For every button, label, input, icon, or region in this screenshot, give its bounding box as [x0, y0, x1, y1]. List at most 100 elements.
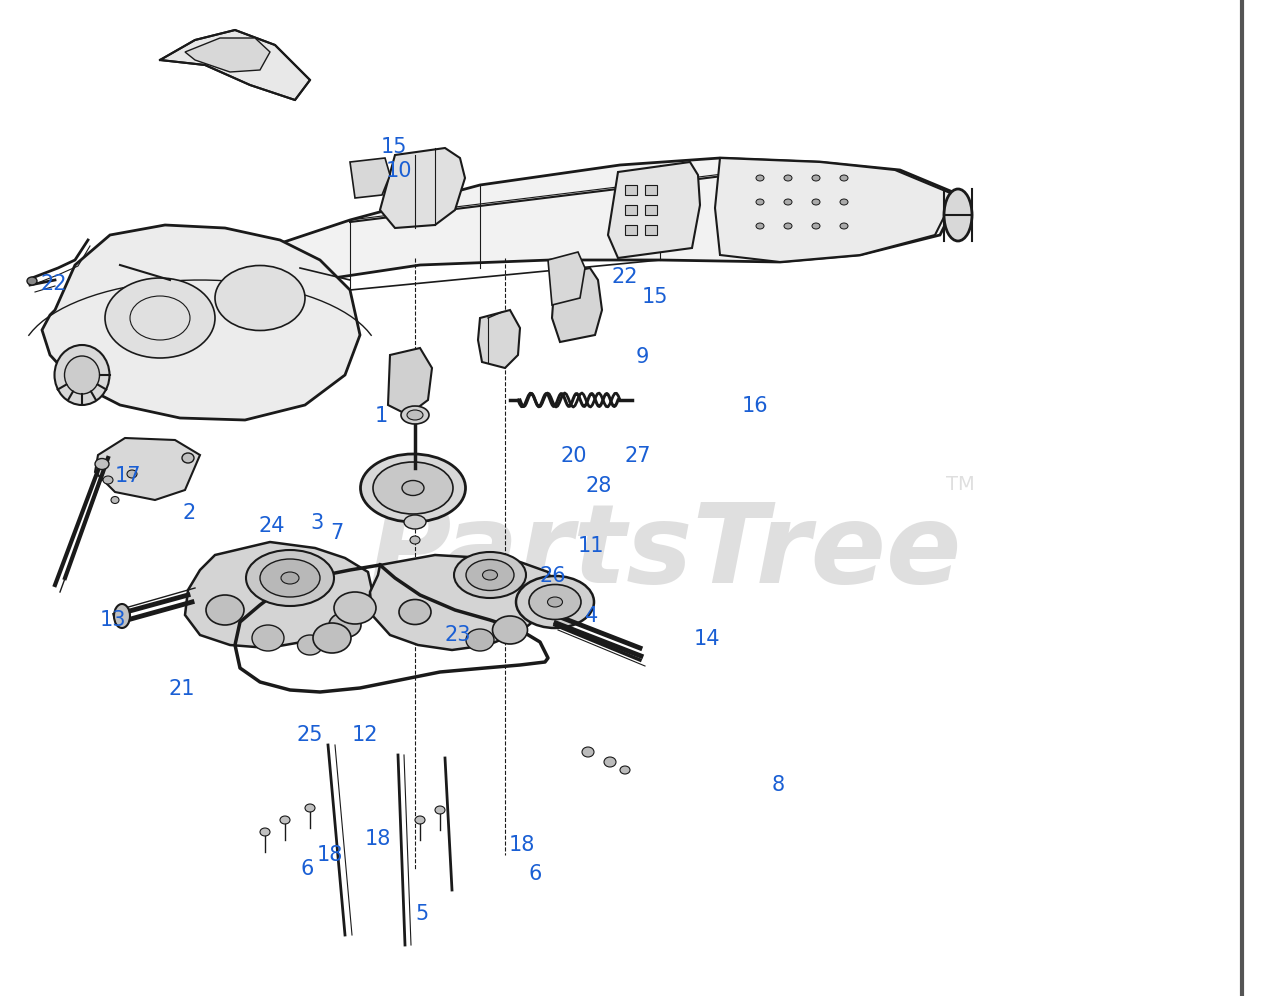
Bar: [625, 225, 637, 235]
Bar: [645, 185, 657, 195]
Ellipse shape: [206, 595, 244, 625]
Text: 20: 20: [561, 446, 586, 466]
Polygon shape: [95, 438, 200, 500]
Ellipse shape: [111, 496, 119, 504]
Ellipse shape: [410, 536, 420, 544]
Text: 5: 5: [416, 904, 429, 924]
Text: 8: 8: [772, 775, 785, 795]
Text: 15: 15: [643, 287, 668, 307]
Text: 18: 18: [509, 835, 535, 855]
Ellipse shape: [246, 550, 334, 606]
Ellipse shape: [493, 616, 527, 644]
Text: 22: 22: [612, 267, 637, 287]
Ellipse shape: [215, 266, 305, 331]
Ellipse shape: [260, 828, 270, 836]
Text: 14: 14: [694, 629, 719, 649]
Ellipse shape: [404, 515, 426, 529]
Ellipse shape: [812, 223, 820, 229]
Text: 4: 4: [585, 606, 598, 625]
Bar: [625, 205, 637, 215]
Ellipse shape: [415, 816, 425, 824]
Text: 28: 28: [586, 476, 612, 496]
Text: 21: 21: [169, 679, 195, 699]
Polygon shape: [552, 268, 602, 342]
Text: 1: 1: [375, 406, 388, 426]
Ellipse shape: [582, 747, 594, 757]
Text: 10: 10: [387, 161, 412, 181]
Ellipse shape: [334, 592, 376, 624]
Polygon shape: [186, 38, 270, 72]
Polygon shape: [42, 225, 360, 420]
Text: PartsTree: PartsTree: [370, 499, 961, 607]
Text: 23: 23: [445, 625, 471, 645]
Ellipse shape: [483, 570, 498, 580]
Ellipse shape: [260, 559, 320, 597]
Ellipse shape: [840, 175, 849, 181]
Ellipse shape: [529, 585, 581, 620]
Ellipse shape: [64, 356, 100, 394]
Bar: [625, 185, 637, 195]
Polygon shape: [548, 252, 585, 305]
Text: 13: 13: [100, 610, 125, 629]
Polygon shape: [477, 310, 520, 368]
Ellipse shape: [756, 199, 764, 205]
Ellipse shape: [329, 613, 361, 637]
Ellipse shape: [466, 629, 494, 651]
Ellipse shape: [280, 816, 291, 824]
Polygon shape: [186, 542, 372, 648]
Ellipse shape: [812, 199, 820, 205]
Ellipse shape: [399, 600, 431, 624]
Ellipse shape: [783, 175, 792, 181]
Text: 11: 11: [579, 536, 604, 556]
Ellipse shape: [548, 597, 562, 607]
Polygon shape: [370, 555, 556, 650]
Ellipse shape: [127, 470, 137, 478]
Ellipse shape: [604, 757, 616, 767]
Ellipse shape: [402, 480, 424, 495]
Ellipse shape: [297, 635, 323, 655]
Polygon shape: [349, 158, 390, 198]
Text: 3: 3: [311, 513, 324, 533]
Text: 18: 18: [365, 829, 390, 849]
Ellipse shape: [102, 476, 113, 484]
Text: 16: 16: [742, 396, 768, 416]
Text: 25: 25: [297, 725, 323, 745]
Text: 27: 27: [625, 446, 650, 466]
Polygon shape: [380, 148, 465, 228]
Ellipse shape: [282, 572, 300, 584]
Ellipse shape: [361, 454, 466, 522]
Ellipse shape: [783, 199, 792, 205]
Ellipse shape: [95, 458, 109, 469]
Ellipse shape: [305, 804, 315, 812]
Text: 17: 17: [115, 466, 141, 486]
Ellipse shape: [756, 223, 764, 229]
Polygon shape: [716, 158, 955, 262]
Text: 26: 26: [540, 566, 566, 586]
Bar: [645, 225, 657, 235]
Polygon shape: [170, 158, 960, 290]
Ellipse shape: [372, 462, 453, 514]
Ellipse shape: [27, 277, 37, 285]
Ellipse shape: [945, 189, 972, 241]
Polygon shape: [160, 30, 310, 100]
Ellipse shape: [435, 806, 445, 814]
Ellipse shape: [114, 604, 131, 628]
Ellipse shape: [252, 625, 284, 651]
Ellipse shape: [553, 274, 563, 282]
Ellipse shape: [812, 175, 820, 181]
Ellipse shape: [756, 175, 764, 181]
Text: 24: 24: [259, 516, 284, 536]
Ellipse shape: [840, 199, 849, 205]
Ellipse shape: [620, 766, 630, 774]
Ellipse shape: [840, 223, 849, 229]
Text: 22: 22: [41, 274, 67, 294]
Text: 18: 18: [317, 845, 343, 865]
Bar: [645, 205, 657, 215]
Text: 12: 12: [352, 725, 378, 745]
Ellipse shape: [466, 560, 515, 591]
Ellipse shape: [401, 406, 429, 424]
Text: 6: 6: [301, 859, 314, 878]
Text: 2: 2: [183, 503, 196, 523]
Ellipse shape: [783, 223, 792, 229]
Text: 15: 15: [381, 137, 407, 157]
